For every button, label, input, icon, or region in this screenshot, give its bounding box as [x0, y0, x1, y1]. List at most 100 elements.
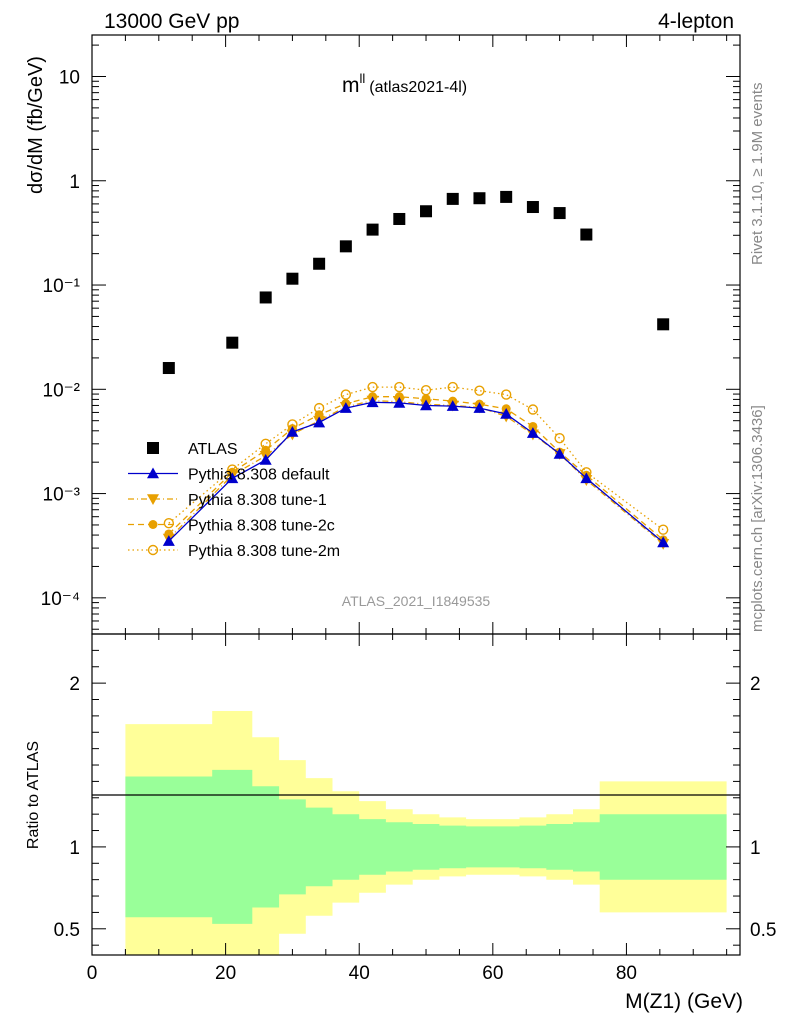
data-marker-triangle-up — [339, 402, 352, 413]
data-marker-open-circle — [527, 404, 539, 415]
plot-title-subscript: (atlas2021-4l) — [369, 79, 467, 96]
data-marker-open-circle — [447, 381, 458, 393]
data-marker-triangle-up — [473, 402, 486, 413]
data-marker-square — [580, 228, 593, 241]
data-marker-square — [657, 318, 670, 331]
inner-uncertainty-band — [125, 769, 727, 924]
header-left: 13000 GeV pp — [104, 10, 239, 33]
mcplots-label: mcplots.cern.ch [arXiv:1306.3436] — [749, 405, 766, 632]
legend-item: Pythia 8.308 tune-1 — [128, 492, 327, 509]
series-line — [168, 396, 664, 541]
data-marker-triangle-up — [657, 536, 670, 548]
series-pythia-8-308-tune-2m — [163, 381, 669, 535]
y-tick-label: 10⁻² — [43, 380, 81, 401]
data-marker-triangle-up — [393, 396, 406, 408]
ratio-y-tick-label-right: 0.5 — [750, 920, 776, 941]
data-marker-open-circle — [147, 544, 159, 556]
legend-label: Pythia 8.308 tune-2m — [188, 543, 340, 560]
y-axis-label-top: dσ/dM (fb/GeV) — [25, 56, 47, 194]
y-tick-label: 10⁻³ — [43, 485, 81, 506]
legend: ATLAS Pythia 8.308 default Pythia 8.308 tu… — [128, 441, 340, 560]
series-atlas — [162, 190, 670, 375]
y-tick-label: 10 — [59, 67, 80, 88]
data-marker-triangle-up — [226, 472, 239, 484]
series-line — [168, 401, 664, 543]
y-tick-label: 10⁻¹ — [43, 276, 81, 297]
data-marker-triangle-up — [366, 396, 379, 408]
plot-title-superscript: ll — [360, 71, 366, 86]
x-axis-label: M(Z1) (GeV) — [625, 990, 743, 1013]
y-tick-label: 10⁻⁴ — [41, 589, 80, 610]
data-marker-square — [226, 336, 239, 349]
data-marker-triangle-up — [259, 453, 272, 465]
rivet-label: Rivet 3.1.10, ≥ 1.9M events — [749, 83, 766, 266]
ratio-y-tick-label-right: 1 — [750, 838, 761, 859]
data-marker-triangle-up — [286, 425, 299, 437]
data-marker-square — [526, 201, 539, 214]
legend-label: Pythia 8.308 default — [188, 467, 330, 484]
ratio-y-tick-label-right: 2 — [750, 674, 761, 695]
ratio-panel-ticks: 0.5 0.51 12 20 20 40 60 80 — [54, 634, 776, 984]
data-marker-triangle-up — [147, 467, 159, 479]
data-marker-square — [286, 272, 299, 285]
header-right: 4-lepton — [658, 10, 734, 33]
data-marker-square — [500, 190, 513, 203]
y-axis-label-ratio: Ratio to ATLAS — [25, 741, 42, 849]
legend-item: Pythia 8.308 tune-2m — [128, 543, 340, 560]
data-marker-open-circle — [554, 432, 565, 444]
top-panel-ticks: 10⁻⁴ 10⁻³ 10⁻² 10⁻¹ 1 10 — [41, 35, 740, 634]
data-marker-square — [259, 291, 272, 304]
data-marker-open-circle — [340, 389, 352, 400]
data-marker-square — [162, 362, 175, 375]
ratio-y-tick-label-left: 2 — [69, 674, 80, 695]
data-marker-square — [446, 192, 459, 205]
data-marker-triangle-up — [313, 416, 326, 428]
legend-label: ATLAS — [188, 441, 238, 458]
ratio-uncertainty-bands — [125, 711, 727, 955]
legend-label: Pythia 8.308 tune-2c — [188, 518, 335, 535]
series-layer — [162, 190, 670, 550]
data-marker-triangle-up — [526, 427, 539, 438]
ratio-panel-frame — [91, 633, 741, 956]
data-marker-circle — [528, 421, 538, 431]
legend-item: Pythia 8.308 tune-2c — [128, 518, 335, 535]
x-tick-label: 20 — [215, 963, 236, 984]
data-marker-triangle-down — [147, 494, 159, 505]
data-marker-square — [553, 207, 566, 220]
data-marker-open-circle — [500, 389, 512, 400]
data-marker-square — [147, 442, 159, 454]
legend-item: Pythia 8.308 default — [128, 467, 330, 484]
data-marker-open-circle — [474, 385, 485, 396]
data-marker-triangle-up — [420, 399, 433, 411]
x-tick-label: 40 — [349, 963, 370, 984]
data-marker-square — [339, 240, 352, 253]
data-marker-open-circle — [367, 381, 378, 393]
y-tick-label: 1 — [69, 172, 80, 193]
data-marker-open-circle — [657, 524, 669, 535]
data-marker-triangle-up — [500, 407, 513, 419]
data-marker-square — [393, 212, 406, 225]
ratio-y-tick-label-left: 1 — [69, 838, 80, 859]
x-tick-label: 0 — [87, 963, 98, 984]
ratio-y-tick-label-left: 0.5 — [54, 920, 80, 941]
data-marker-square — [473, 192, 486, 205]
series-pythia-8-308-default — [162, 396, 670, 548]
data-marker-triangle-up — [553, 447, 566, 459]
data-marker-triangle-up — [162, 535, 175, 546]
data-marker-triangle-up — [446, 400, 459, 411]
legend-label: Pythia 8.308 tune-1 — [188, 492, 327, 509]
data-marker-square — [313, 257, 326, 270]
data-marker-circle — [148, 520, 158, 529]
plot-title: mll(atlas2021-4l) — [342, 71, 467, 97]
analysis-label: ATLAS_2021_I1849535 — [342, 593, 491, 609]
data-marker-square — [366, 223, 379, 236]
plot-title-main: m — [342, 74, 360, 97]
data-marker-triangle-up — [580, 472, 593, 484]
legend-item: ATLAS — [147, 441, 238, 458]
data-marker-open-circle — [394, 381, 405, 393]
data-marker-open-circle — [163, 517, 175, 529]
x-tick-label: 80 — [616, 963, 637, 984]
x-tick-label: 60 — [482, 963, 503, 984]
data-marker-square — [420, 205, 433, 218]
